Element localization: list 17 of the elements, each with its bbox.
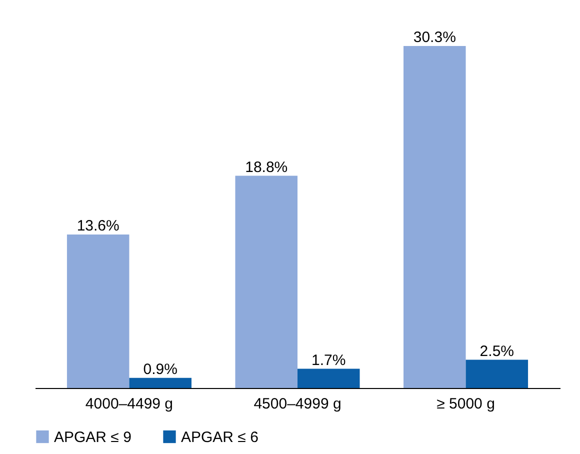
data-label: 0.9%	[143, 360, 178, 378]
legend-label: APGAR ≤ 6	[181, 428, 258, 446]
x-tick-label: 4000–4499 g	[85, 396, 174, 412]
bar	[66, 234, 130, 388]
x-tick-label: 4500–4999 g	[254, 396, 342, 412]
bar	[298, 368, 360, 388]
data-label: 18.8%	[245, 158, 288, 176]
data-label: 1.7%	[312, 352, 346, 369]
bar	[129, 378, 192, 388]
data-label: 2.5%	[480, 342, 514, 360]
x-tick-label: ≥ 5000 g	[436, 396, 495, 412]
bar	[466, 360, 528, 388]
bar	[404, 46, 466, 388]
legend-label: APGAR ≤ 9	[54, 428, 132, 446]
data-label: 13.6%	[76, 217, 120, 234]
bar	[235, 176, 298, 388]
data-label: 30.3%	[413, 29, 456, 46]
